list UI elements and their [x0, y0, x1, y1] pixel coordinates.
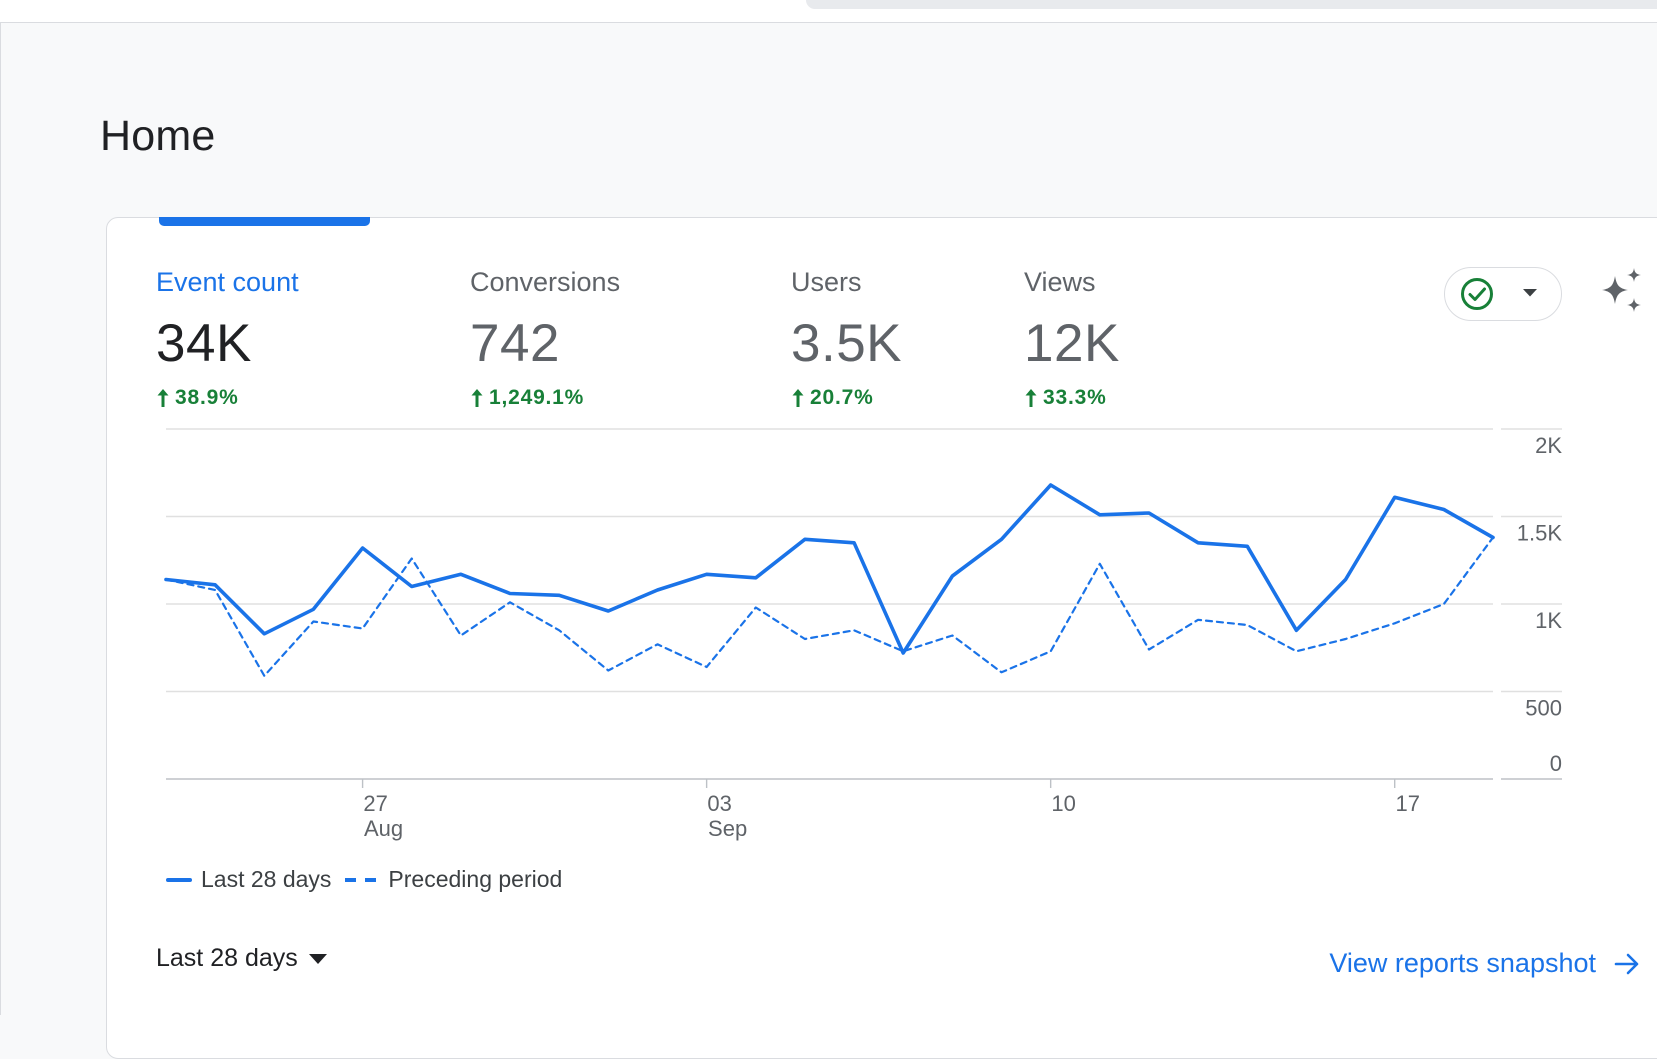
chart-grid: [166, 428, 1562, 780]
x-tick-month-label: Aug: [364, 816, 403, 841]
y-tick-label: 0: [1550, 751, 1562, 776]
metric-value: 34K: [156, 314, 252, 373]
metric-value: 3.5K: [791, 314, 903, 373]
metric-change-value: 20.7%: [810, 386, 874, 409]
arrow-up-icon: [157, 389, 169, 407]
arrow-up-icon: [1025, 389, 1037, 407]
view-link-label: View reports snapshot: [1329, 948, 1596, 978]
search-bar-edge[interactable]: [806, 0, 1657, 9]
metric-name: Users: [791, 267, 862, 297]
preceding-period-line: [164, 536, 1495, 677]
y-axis: 0 500 1K 1.5K 2K: [1517, 433, 1563, 776]
legend-item-last-28-days: Last 28 days: [166, 866, 331, 893]
view-reports-snapshot-link[interactable]: View reports snapshot: [1329, 948, 1640, 979]
chart-series: [164, 483, 1495, 677]
metric-name: Conversions: [470, 267, 621, 297]
metric-tab-event-count[interactable]: Event count 34K 38.9%: [156, 264, 299, 410]
legend-swatch-dashed: [345, 877, 378, 882]
x-tick-label: 03: [707, 791, 731, 816]
page-title: Home: [100, 112, 216, 160]
arrow-up-icon: [471, 389, 483, 407]
arrow-right-icon: [1614, 953, 1639, 974]
sparkle-icon[interactable]: [1596, 267, 1646, 317]
metric-tab-conversions[interactable]: Conversions 742 1,249.1%: [470, 264, 620, 410]
metric-change: 38.9%: [156, 386, 299, 410]
last-28-days-line: [164, 483, 1495, 655]
dropdown-arrow-icon: [308, 953, 327, 964]
left-nav-edge: [0, 23, 1, 1015]
metric-change: 33.3%: [1024, 386, 1120, 410]
overview-card: [106, 217, 1657, 1059]
metric-change-value: 33.3%: [1043, 386, 1107, 409]
legend-swatch-solid: [166, 877, 192, 882]
legend-label: Preceding period: [388, 866, 563, 892]
arrow-up-icon: [792, 389, 804, 407]
metric-value: 12K: [1024, 314, 1120, 373]
legend-label: Last 28 days: [201, 866, 332, 892]
metric-change-value: 1,249.1%: [489, 386, 585, 409]
data-quality-status-button[interactable]: [1444, 267, 1562, 321]
metric-change-value: 38.9%: [175, 386, 239, 409]
active-metric-indicator: [159, 217, 370, 226]
metric-tab-users[interactable]: Users 3.5K 20.7%: [791, 264, 902, 410]
date-range-dropdown[interactable]: Last 28 days: [156, 944, 328, 973]
date-range-label: Last 28 days: [156, 944, 298, 972]
legend-item-preceding-period: Preceding period: [345, 866, 562, 893]
check-circle-icon: [1461, 278, 1493, 310]
metric-name: Event count: [156, 267, 299, 297]
metric-change: 20.7%: [791, 386, 902, 410]
y-tick-label: 2K: [1535, 433, 1562, 458]
top-bar-divider: [0, 22, 1657, 23]
x-tick-label: 17: [1395, 791, 1419, 816]
x-tick-label: 27: [363, 791, 387, 816]
y-tick-label: 1K: [1535, 608, 1562, 633]
x-tick-month-label: Sep: [708, 816, 747, 841]
chart-legend: Last 28 days Preceding period: [166, 866, 576, 893]
y-tick-label: 500: [1525, 696, 1562, 721]
metric-value: 742: [470, 314, 560, 373]
metric-tab-views[interactable]: Views 12K 33.3%: [1024, 264, 1120, 410]
metric-name: Views: [1024, 267, 1096, 297]
metric-change: 1,249.1%: [470, 386, 620, 410]
y-tick-label: 1.5K: [1517, 521, 1563, 546]
x-tick-label: 10: [1051, 791, 1075, 816]
dropdown-arrow-icon: [1523, 289, 1537, 297]
